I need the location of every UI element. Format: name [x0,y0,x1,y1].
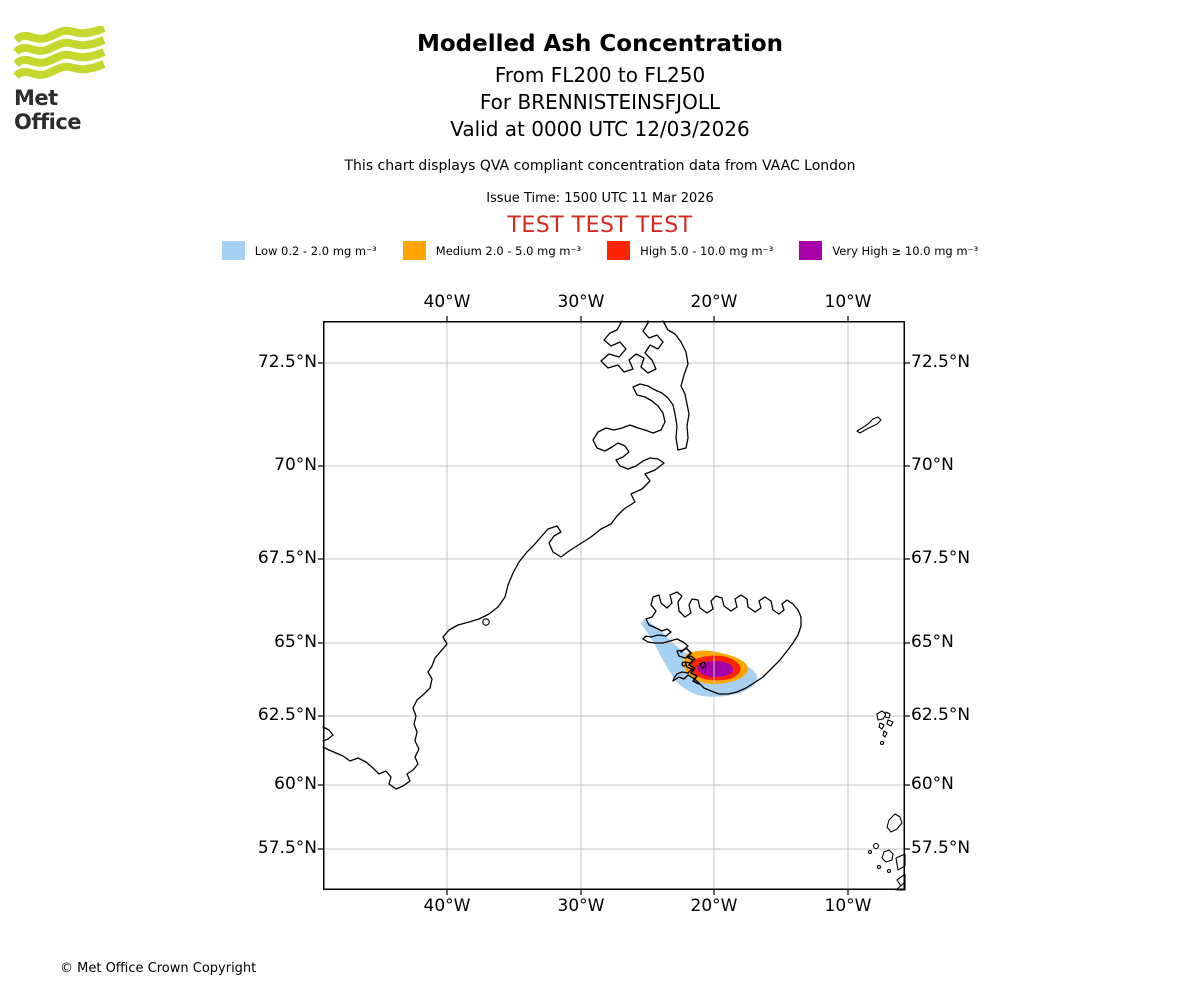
faxafloi-islet [699,661,707,669]
y-tick-right-60n: 60°N [911,774,954,794]
jan-mayen-island [856,416,882,434]
crown-copyright: © Met Office Crown Copyright [60,961,257,976]
legend-label-medium: Medium 2.0 - 5.0 mg m⁻³ [435,243,582,258]
x-tick-bottom-20w: 20°W [690,896,738,916]
reykjanes-coast-detail [680,647,700,685]
map-background [323,321,905,890]
legend-item-medium: Medium 2.0 - 5.0 mg m⁻³ [402,241,582,260]
y-tick-right-67-5n: 67.5°N [911,548,971,568]
y-tick-left-60n: 60°N [274,774,317,794]
legend-label-very-high: Very High ≥ 10.0 mg m⁻³ [832,243,979,258]
x-tick-bottom-30w: 30°W [557,896,605,916]
y-tick-left-65n: 65°N [274,632,317,652]
x-tick-top-20w: 20°W [690,292,738,312]
reykjanes-lake [681,661,687,667]
x-tick-top-40w: 40°W [423,292,471,312]
legend-label-low: Low 0.2 - 2.0 mg m⁻³ [254,243,377,258]
greenland-coastline [322,320,690,790]
x-tick-bottom-10w: 10°W [824,896,872,916]
met-office-logo-waves [14,26,106,80]
y-tick-left-67-5n: 67.5°N [257,548,317,568]
page-title: Modelled Ash Concentration [416,31,784,57]
subtitle-flight-levels: From FL200 to FL250 [494,63,706,87]
legend-swatch-high [607,241,631,260]
y-tick-right-70n: 70°N [911,455,954,475]
greenland-east-coast [322,320,690,790]
x-tick-top-30w: 30°W [557,292,605,312]
legend-item-low: Low 0.2 - 2.0 mg m⁻³ [221,241,377,260]
offshore-islet [482,618,490,626]
test-banner: TEST TEST TEST [507,213,693,238]
map-frame [323,321,905,890]
y-tick-right-72-5n: 72.5°N [911,352,971,372]
legend-item-very-high: Very High ≥ 10.0 mg m⁻³ [799,241,978,260]
y-tick-right-62-5n: 62.5°N [911,705,971,725]
legend-label-high: High 5.0 - 10.0 mg m⁻³ [640,243,774,258]
iceland-coastline [642,591,802,695]
legend: Low 0.2 - 2.0 mg m⁻³ Medium 2.0 - 5.0 mg… [0,241,1200,260]
ash-plume-very-high [697,660,734,677]
scoresby-sund-fjords [600,320,664,374]
greenland-west-inlet [322,726,334,742]
y-tick-right-57-5n: 57.5°N [911,838,971,858]
faroe-islands [876,710,894,746]
met-office-logo-text: Met Office [14,86,82,134]
y-tick-right-65n: 65°N [911,632,954,652]
y-tick-left-57-5n: 57.5°N [257,838,317,858]
issue-time: Issue Time: 1500 UTC 11 Mar 2026 [486,191,714,206]
subtitle-volcano: For BRENNISTEINSFJOLL [479,90,721,114]
qva-note: This chart displays QVA compliant concen… [344,158,856,174]
axis-ticks [318,316,910,895]
x-tick-top-10w: 10°W [824,292,872,312]
iceland-outline [642,591,802,695]
grid-lines [323,321,905,890]
legend-item-high: High 5.0 - 10.0 mg m⁻³ [607,241,773,260]
y-tick-left-72-5n: 72.5°N [257,352,317,372]
subtitle-valid-time: Valid at 0000 UTC 12/03/2026 [450,117,750,141]
met-office-logo: Met Office [14,26,114,134]
map-canvas [318,316,910,895]
legend-swatch-very-high [799,241,823,260]
x-tick-bottom-40w: 40°W [423,896,471,916]
legend-swatch-medium [402,241,426,260]
y-tick-left-62-5n: 62.5°N [257,705,317,725]
legend-swatch-low [221,241,245,260]
y-tick-left-70n: 70°N [274,455,317,475]
